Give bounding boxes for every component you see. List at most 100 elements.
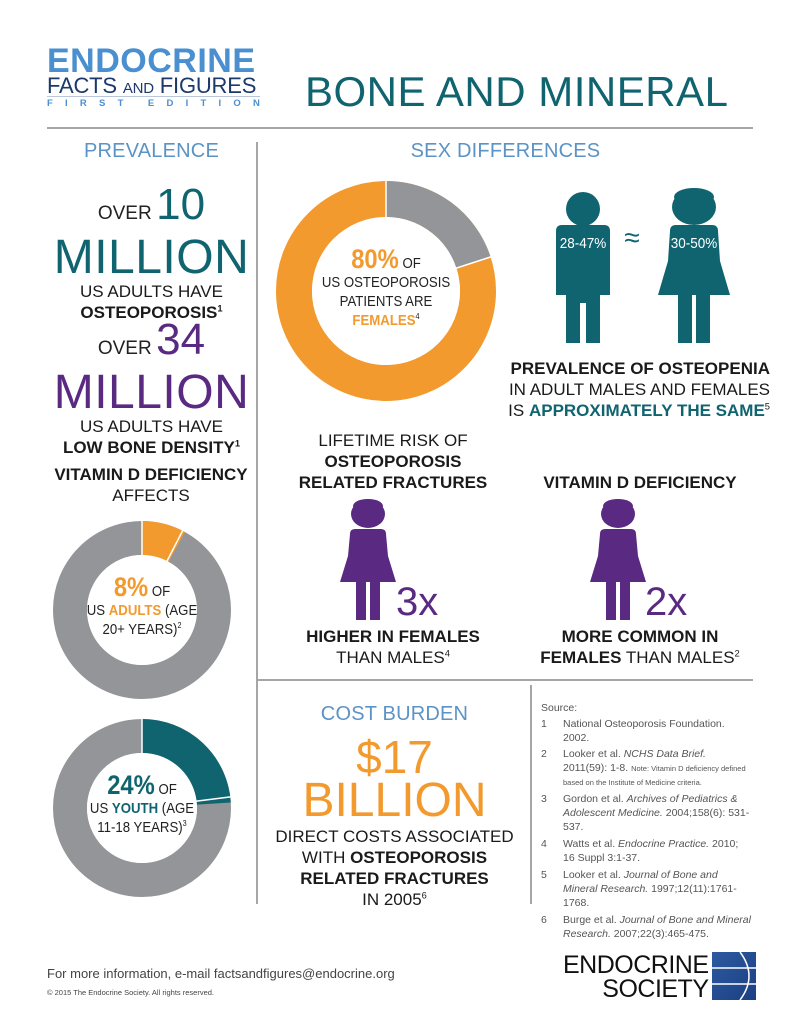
source-author: Burge et al. bbox=[563, 914, 620, 926]
caption-line: IN 2005 bbox=[362, 890, 422, 909]
footnote-ref: 4 bbox=[415, 312, 420, 321]
stat-unit: MILLION bbox=[53, 231, 250, 284]
source-number: 1 bbox=[541, 718, 547, 730]
donut-of: OF bbox=[154, 781, 177, 798]
caption-line: DIRECT COSTS ASSOCIATED bbox=[275, 827, 514, 846]
source-text: National Osteoporosis Foundation. 2002. bbox=[563, 717, 751, 745]
donut-females-chart: 80% OF US OSTEOPOROSIS PATIENTS ARE FEMA… bbox=[275, 180, 497, 402]
cost-unit: BILLION bbox=[302, 774, 487, 827]
footnote-ref: 2 bbox=[734, 648, 740, 659]
approx-equal-icon: ≈ bbox=[624, 222, 640, 253]
source-journal: Archives of Pediatrics & Adolescent Medi… bbox=[563, 793, 738, 819]
sex-differences-title: SEX DIFFERENCES bbox=[410, 140, 601, 162]
stat-10-million: OVER 10 MILLION US ADULTS HAVE OSTEOPORO… bbox=[47, 183, 256, 323]
donut-pct: 24% bbox=[107, 770, 155, 800]
source-journal: NCHS Data Brief. bbox=[623, 748, 706, 760]
stat-unit: MILLION bbox=[53, 366, 250, 419]
header-divider bbox=[47, 127, 753, 129]
source-item: 5 Looker et al. Journal of Bone and Miner… bbox=[541, 868, 751, 910]
vitd-affects-heading: VITAMIN D DEFICIENCY AFFECTS bbox=[40, 464, 262, 506]
footer-email-link[interactable]: factsandfigures@endocrine.org bbox=[213, 966, 395, 981]
donut-text: (AGE bbox=[158, 800, 195, 817]
source-number: 6 bbox=[541, 914, 547, 926]
caption-line: IS bbox=[508, 401, 529, 420]
source-citation: 2011(59): 1-8. bbox=[563, 762, 629, 774]
donut-highlight: ADULTS bbox=[108, 602, 162, 619]
caption-emphasis: OSTEOPOROSIS bbox=[350, 848, 488, 867]
edition-letter: T bbox=[117, 98, 124, 109]
footnote-ref: 5 bbox=[764, 401, 770, 412]
female-purple-figure-icon-2 bbox=[588, 498, 648, 622]
donut-text: PATIENTS ARE bbox=[339, 293, 433, 310]
footnote-ref: 4 bbox=[444, 648, 450, 659]
caption-emphasis: FEMALES bbox=[540, 648, 622, 667]
logo-facts: FACTS bbox=[47, 73, 123, 98]
osteopenia-caption: PREVALENCE OF OSTEOPENIA IN ADULT MALES … bbox=[505, 358, 770, 421]
footer-contact-text: For more information, e-mail bbox=[47, 966, 214, 981]
donut-youth-svg bbox=[53, 718, 232, 897]
over-label: OVER bbox=[97, 203, 152, 224]
edition-letter: I bbox=[185, 98, 189, 109]
source-item: 2 Looker et al. NCHS Data Brief. 2011(59)… bbox=[541, 747, 751, 789]
footnote-ref: 6 bbox=[421, 890, 427, 901]
footnote-ref: 2 bbox=[177, 621, 182, 630]
male-figure-icon: 28-47% bbox=[540, 185, 630, 345]
source-text: Gordon et al. Archives of Pediatrics & A… bbox=[563, 792, 751, 834]
over-label: OVER bbox=[97, 338, 152, 359]
source-author: Gordon et al. bbox=[563, 793, 627, 805]
source-citation: 1997;12(11):1761-1768. bbox=[563, 883, 737, 909]
donut-females-svg bbox=[276, 180, 496, 401]
donut-of: OF bbox=[148, 583, 171, 600]
donut-text: US bbox=[89, 800, 112, 817]
donut-text: US OSTEOPOROSIS bbox=[321, 274, 451, 291]
donut-females-label: 80% OF US OSTEOPOROSIS PATIENTS ARE FEMA… bbox=[275, 246, 497, 330]
source-note: Note: Vitamin D deficiency defined based… bbox=[563, 764, 746, 787]
stat-number: 10 bbox=[156, 180, 206, 229]
stat-line: US ADULTS HAVE bbox=[80, 282, 223, 301]
edition-letter: T bbox=[200, 98, 207, 109]
source-text: Watts et al. Endocrine Practice. 2010; 1… bbox=[563, 837, 751, 865]
donut-text: 20+ YEARS) bbox=[102, 621, 178, 638]
sources-list: Source: 1 National Osteoporosis Foundatio… bbox=[541, 701, 751, 941]
stat-emphasis: OSTEOPOROSIS bbox=[80, 303, 218, 322]
vitd-title: VITAMIN D DEFICIENCY bbox=[54, 465, 248, 484]
logo-figures: FIGURES bbox=[153, 73, 257, 98]
donut-text: (AGE bbox=[161, 602, 198, 619]
donut-youth-label: 24% OF US YOUTH (AGE 11-18 YEARS)3 bbox=[52, 772, 232, 837]
source-journal: Journal of Bone and Mineral Research. bbox=[563, 914, 751, 940]
logo-first-edition: F I R S T E D I T I O N bbox=[47, 98, 260, 109]
vitd-sex-heading: VITAMIN D DEFICIENCY bbox=[520, 472, 760, 493]
fracture-risk-heading: LIFETIME RISK OF OSTEOPOROSIS RELATED FR… bbox=[268, 430, 518, 493]
vitd-multiplier: 2x bbox=[645, 580, 688, 624]
source-author: Looker et al. bbox=[563, 869, 624, 881]
source-citation: 2007;22(3):465-475. bbox=[610, 928, 709, 940]
heading-line: LIFETIME RISK OF bbox=[318, 431, 468, 450]
source-number: 3 bbox=[541, 793, 547, 805]
sources-divider bbox=[530, 685, 532, 904]
source-text: Burge et al. Journal of Bone and Mineral… bbox=[563, 913, 751, 941]
caption-line: PREVALENCE OF OSTEOPENIA bbox=[510, 359, 770, 378]
edition-letter: O bbox=[233, 98, 241, 109]
cost-burden-title: COST BURDEN bbox=[320, 703, 469, 725]
caption-highlight: APPROXIMATELY THE SAME bbox=[528, 401, 765, 420]
source-citation: 2010; 16 Suppl 3:1-37. bbox=[563, 838, 739, 864]
donut-highlight: FEMALES bbox=[352, 312, 416, 329]
logo-endocrine: ENDOCRINE bbox=[47, 42, 256, 80]
donut-youth-chart: 24% OF US YOUTH (AGE 11-18 YEARS)3 bbox=[52, 718, 232, 898]
cost-caption: DIRECT COSTS ASSOCIATED WITH OSTEOPOROSI… bbox=[262, 826, 527, 910]
male-pct-label: 28-47% bbox=[559, 235, 607, 252]
footer-copyright: © 2015 The Endocrine Society. All rights… bbox=[47, 988, 215, 997]
source-number: 4 bbox=[541, 838, 547, 850]
source-item: 1 National Osteoporosis Foundation. 2002. bbox=[541, 717, 751, 745]
donut-text: 11-18 YEARS) bbox=[97, 819, 183, 836]
edition-letter: E bbox=[147, 98, 155, 109]
heading-line: VITAMIN D DEFICIENCY bbox=[543, 473, 737, 492]
org-name-line1: ENDOCRINE bbox=[563, 951, 709, 979]
caption-line: THAN MALES bbox=[336, 648, 445, 667]
source-author: Watts et al. bbox=[563, 838, 619, 850]
source-item: 4 Watts et al. Endocrine Practice. 2010; … bbox=[541, 837, 751, 865]
edition-letter: D bbox=[166, 98, 174, 109]
left-column-divider bbox=[256, 142, 258, 904]
edition-letter: I bbox=[65, 98, 68, 109]
donut-adults-chart: 8% OF US ADULTS (AGE 20+ YEARS)2 bbox=[52, 520, 232, 700]
